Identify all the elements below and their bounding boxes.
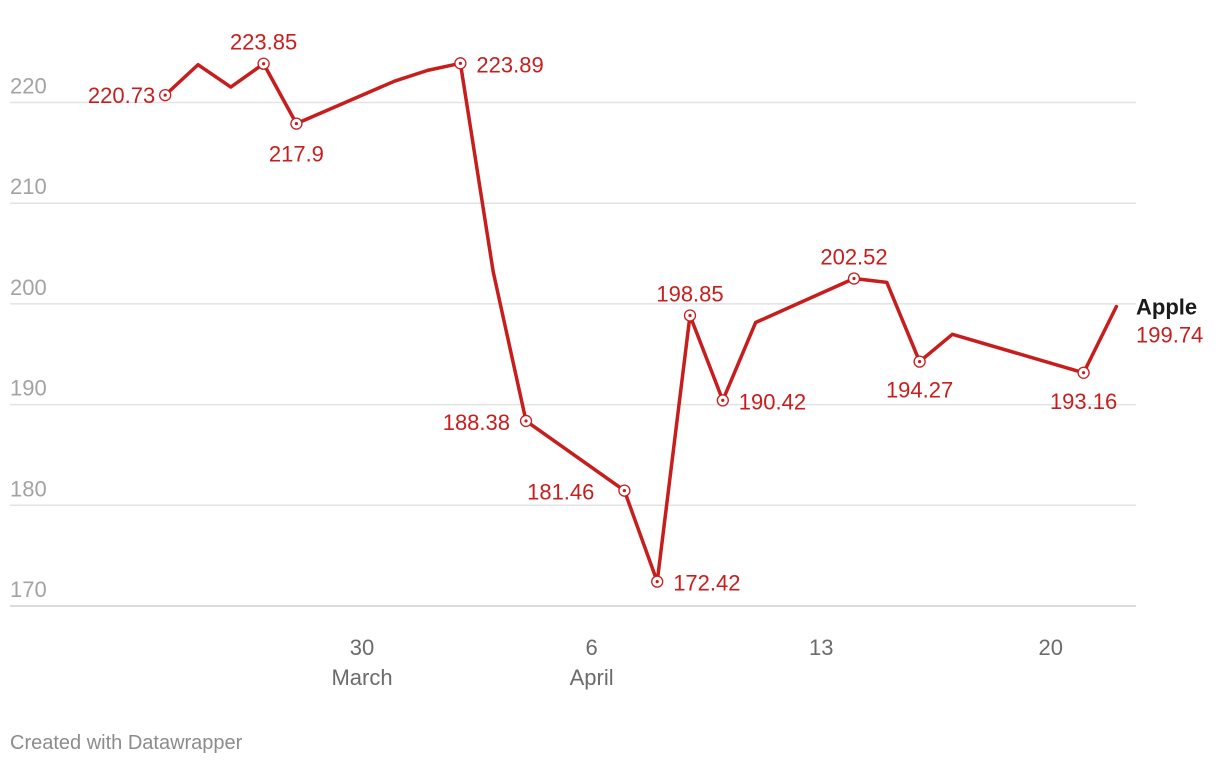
point-marker-dot-223.89 bbox=[458, 61, 462, 65]
data-label-198.85: 198.85 bbox=[656, 281, 723, 306]
data-label-193.16: 193.16 bbox=[1050, 389, 1117, 414]
point-marker-dot-198.85 bbox=[688, 313, 692, 318]
y-tick-label-210: 210 bbox=[10, 174, 47, 199]
x-tick-sublabel-march: March bbox=[331, 665, 392, 690]
x-tick-label-13: 13 bbox=[809, 635, 833, 660]
x-tick-label-20: 20 bbox=[1039, 635, 1063, 660]
y-tick-label-180: 180 bbox=[10, 476, 47, 501]
point-marker-dot-190.42 bbox=[721, 398, 725, 402]
point-markers bbox=[159, 57, 1090, 588]
y-tick-label-200: 200 bbox=[10, 275, 47, 300]
data-labels: 220.73 223.85 217.9 223.89 188.38 181.46 172.4… bbox=[88, 30, 1203, 596]
data-label-217.9: 217.9 bbox=[269, 142, 324, 167]
point-marker-dot-188.38 bbox=[524, 419, 528, 423]
data-label-181.46: 181.46 bbox=[527, 480, 594, 505]
y-tick-label-190: 190 bbox=[10, 376, 47, 401]
data-label-202.52: 202.52 bbox=[820, 245, 887, 270]
series-name-label: Apple bbox=[1136, 295, 1197, 320]
x-tick-label-6: 6 bbox=[585, 635, 597, 660]
point-marker-dot-217.9 bbox=[294, 122, 298, 126]
point-marker-dot-220.73 bbox=[163, 93, 167, 97]
data-label-190.42: 190.42 bbox=[739, 389, 806, 414]
x-axis-labels: 30 March 6 April 13 20 bbox=[331, 635, 1063, 690]
point-marker-dot-172.42 bbox=[655, 580, 659, 584]
data-label-223.85: 223.85 bbox=[230, 30, 297, 55]
data-label-223.89: 223.89 bbox=[476, 52, 543, 77]
x-tick-sublabel-april: April bbox=[570, 665, 614, 690]
point-marker-dot-193.16 bbox=[1082, 371, 1086, 375]
y-tick-label-220: 220 bbox=[10, 74, 47, 99]
y-gridlines bbox=[10, 101, 1136, 607]
data-label-220.73: 220.73 bbox=[88, 83, 155, 108]
series-end-value-label: 199.74 bbox=[1136, 323, 1203, 348]
y-axis-labels: 170 180 190 200 210 220 bbox=[10, 74, 47, 603]
y-tick-label-170: 170 bbox=[10, 577, 47, 602]
x-tick-label-30: 30 bbox=[350, 635, 374, 660]
data-label-188.38: 188.38 bbox=[443, 410, 510, 435]
point-marker-dot-202.52 bbox=[852, 276, 856, 281]
credit-text: Created with Datawrapper bbox=[10, 732, 243, 754]
data-label-172.42: 172.42 bbox=[673, 571, 740, 596]
point-marker-dot-223.85 bbox=[262, 62, 266, 66]
point-marker-dot-181.46 bbox=[622, 488, 627, 493]
point-marker-dot-194.27 bbox=[918, 360, 922, 364]
data-label-194.27: 194.27 bbox=[886, 378, 953, 403]
